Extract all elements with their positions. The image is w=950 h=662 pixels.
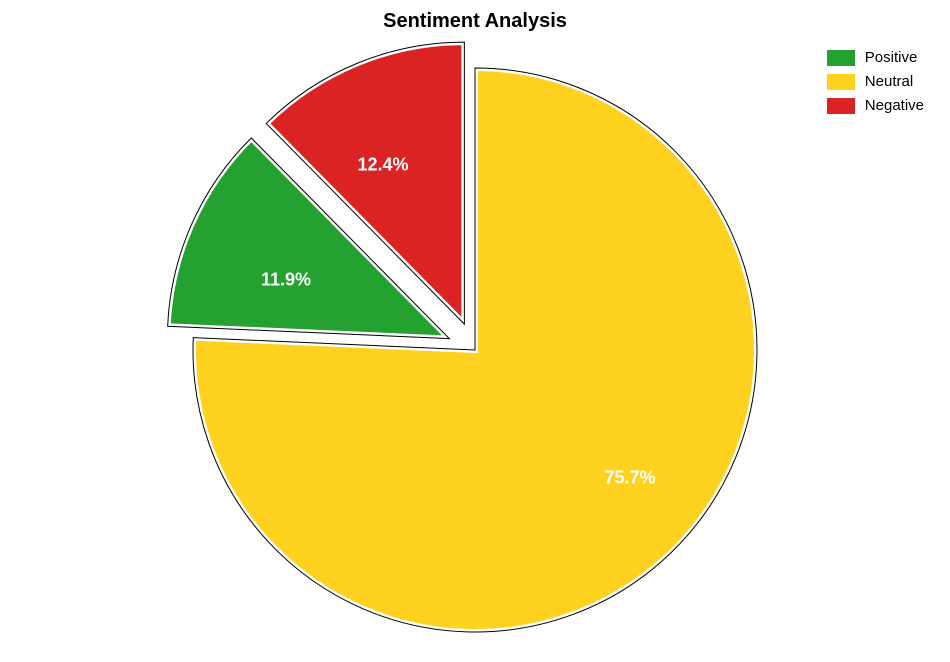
legend-swatch-positive [827, 50, 855, 66]
legend-item-positive: Positive [827, 48, 924, 68]
pie-chart [0, 0, 950, 662]
legend: Positive Neutral Negative [827, 48, 924, 120]
slice-label-negative: 12.4% [357, 155, 408, 176]
legend-item-neutral: Neutral [827, 72, 924, 92]
legend-swatch-negative [827, 98, 855, 114]
legend-swatch-neutral [827, 74, 855, 90]
legend-label-positive: Positive [865, 48, 918, 68]
legend-label-negative: Negative [865, 96, 924, 116]
slice-label-neutral: 75.7% [604, 468, 655, 489]
legend-item-negative: Negative [827, 96, 924, 116]
slice-label-positive: 11.9% [261, 270, 311, 291]
legend-label-neutral: Neutral [865, 72, 913, 92]
